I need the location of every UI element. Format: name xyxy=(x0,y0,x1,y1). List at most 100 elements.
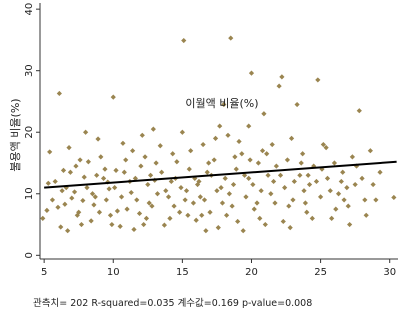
data-point xyxy=(159,169,165,175)
data-point xyxy=(319,166,325,172)
y-tick-label: 20 xyxy=(24,126,35,139)
data-point xyxy=(347,221,353,228)
data-point xyxy=(367,148,373,154)
data-point xyxy=(230,181,237,188)
data-point xyxy=(98,154,104,160)
data-point xyxy=(147,172,154,178)
data-point xyxy=(211,157,217,163)
data-point xyxy=(114,208,121,214)
fit-line-group xyxy=(44,160,397,189)
data-point xyxy=(131,226,137,233)
data-point xyxy=(88,218,94,224)
data-point xyxy=(301,188,307,194)
data-point xyxy=(60,167,67,173)
data-point xyxy=(197,194,203,200)
data-point xyxy=(225,132,231,138)
data-point xyxy=(265,172,271,178)
data-point xyxy=(109,221,115,228)
data-point xyxy=(356,108,362,114)
data-point xyxy=(259,148,266,154)
data-point xyxy=(185,212,191,218)
data-point xyxy=(65,228,71,234)
data-point xyxy=(67,169,74,175)
data-point xyxy=(142,154,148,160)
data-point xyxy=(323,145,329,151)
data-point xyxy=(174,159,180,165)
data-point xyxy=(324,175,331,181)
axes: 0 10 20 30 40 5 10 15 20 25 30 xyxy=(24,3,398,278)
data-point xyxy=(277,172,284,178)
data-point xyxy=(47,149,53,155)
data-point xyxy=(96,209,103,215)
data-point xyxy=(200,141,206,148)
data-point xyxy=(92,194,98,200)
data-point xyxy=(45,180,51,186)
data-point xyxy=(66,145,72,151)
data-point xyxy=(171,203,177,209)
data-point xyxy=(302,200,308,206)
y-tick-label: 0 xyxy=(24,252,35,258)
data-point xyxy=(236,138,242,145)
data-point xyxy=(95,136,101,142)
data-point xyxy=(91,202,97,208)
x-tick-label: 20 xyxy=(245,267,258,278)
data-point xyxy=(214,188,220,194)
data-point xyxy=(186,166,192,172)
data-point xyxy=(78,221,85,228)
data-point xyxy=(221,101,227,108)
data-point xyxy=(359,175,365,181)
data-point xyxy=(52,178,58,185)
data-point xyxy=(161,222,168,228)
data-point xyxy=(329,215,335,221)
data-point xyxy=(124,206,130,212)
data-point xyxy=(288,135,295,141)
data-point xyxy=(377,169,383,175)
data-point xyxy=(204,169,210,175)
data-point xyxy=(181,37,187,44)
data-point xyxy=(331,160,338,166)
data-point xyxy=(179,129,185,135)
data-point xyxy=(74,212,80,218)
data-point xyxy=(222,175,228,181)
data-point xyxy=(341,197,347,203)
data-point xyxy=(113,167,119,173)
data-point xyxy=(233,166,239,172)
data-point xyxy=(363,212,369,218)
data-point xyxy=(290,197,296,203)
data-point xyxy=(40,215,46,221)
data-point xyxy=(327,188,333,194)
data-point xyxy=(235,218,241,225)
data-point xyxy=(207,209,213,215)
data-point xyxy=(168,178,174,185)
data-point xyxy=(370,181,376,188)
data-point xyxy=(284,157,291,163)
data-point xyxy=(139,132,145,138)
data-point xyxy=(373,197,379,203)
data-point xyxy=(194,181,201,188)
data-point xyxy=(218,185,224,191)
data-point xyxy=(262,221,268,228)
data-point xyxy=(154,191,161,197)
data-point xyxy=(228,35,234,41)
data-point xyxy=(333,206,339,212)
data-point xyxy=(130,148,136,154)
data-point xyxy=(232,154,238,160)
data-point xyxy=(103,197,109,203)
data-point xyxy=(128,189,134,196)
y-tick-label: 30 xyxy=(24,64,35,77)
data-point xyxy=(206,160,212,166)
y-axis-title: 불용액 비율(%) xyxy=(9,98,22,171)
data-point xyxy=(264,151,270,157)
data-point xyxy=(268,191,274,197)
y-tick-label: 40 xyxy=(24,3,35,16)
data-point xyxy=(306,181,313,188)
data-point xyxy=(279,74,285,80)
x-tick-label: 25 xyxy=(314,267,327,278)
data-point xyxy=(94,172,100,178)
data-point xyxy=(117,223,123,229)
data-point xyxy=(269,141,275,148)
data-point xyxy=(85,159,91,165)
data-point xyxy=(203,228,209,234)
